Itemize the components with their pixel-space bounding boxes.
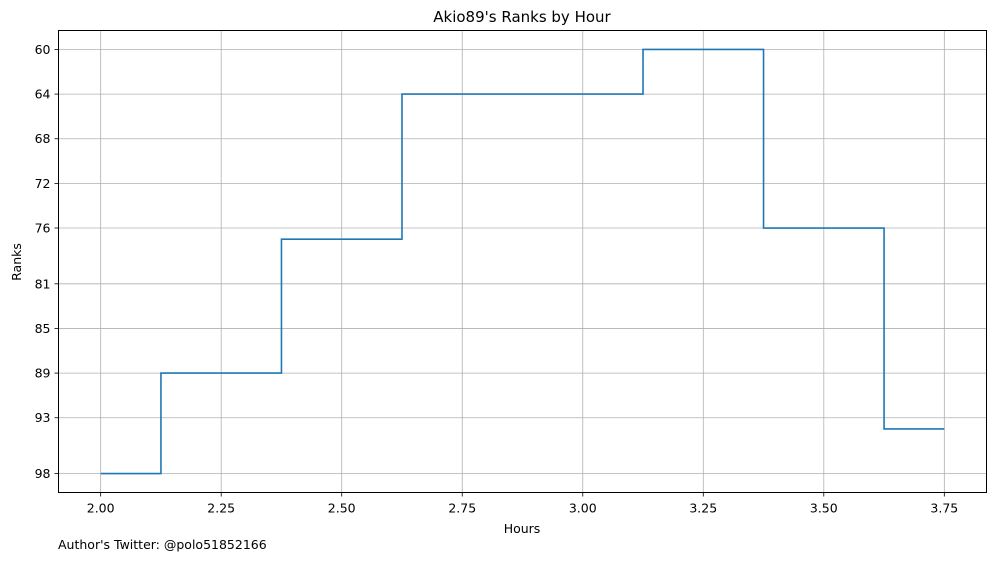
x-tick-label: 2.00 xyxy=(87,501,115,516)
y-tick-label: 64 xyxy=(35,87,51,102)
x-tick-label: 3.50 xyxy=(810,501,838,516)
y-tick-label: 68 xyxy=(35,131,51,146)
x-tick-label: 2.25 xyxy=(207,501,235,516)
x-tick-label: 2.50 xyxy=(328,501,356,516)
x-tick-label: 3.75 xyxy=(930,501,958,516)
y-tick-label: 98 xyxy=(35,466,51,481)
plot-frame xyxy=(58,30,987,493)
grid xyxy=(58,30,987,493)
y-tick-label: 81 xyxy=(35,276,51,291)
y-tick-label: 85 xyxy=(35,321,51,336)
x-tick-label: 2.75 xyxy=(448,501,476,516)
chart-title: Akio89's Ranks by Hour xyxy=(433,8,611,26)
rank-step-line xyxy=(100,48,945,475)
y-axis-label: Ranks xyxy=(9,243,24,281)
y-tick-label: 60 xyxy=(35,42,51,57)
series-layer xyxy=(100,48,945,475)
y-tick-label: 76 xyxy=(35,221,51,236)
y-tick-label: 72 xyxy=(35,176,51,191)
x-tick-label: 3.00 xyxy=(569,501,597,516)
y-tick-label: 89 xyxy=(35,366,51,381)
x-axis-label: Hours xyxy=(504,521,541,536)
ticks: 2.00 2.25 2.50 2.75 3.00 3.25 3.50 3.75 60 64 68 72… xyxy=(35,42,959,516)
y-tick-label: 93 xyxy=(35,410,51,425)
author-credit: Author's Twitter: @polo51852166 xyxy=(58,537,267,552)
x-tick-label: 3.25 xyxy=(689,501,717,516)
